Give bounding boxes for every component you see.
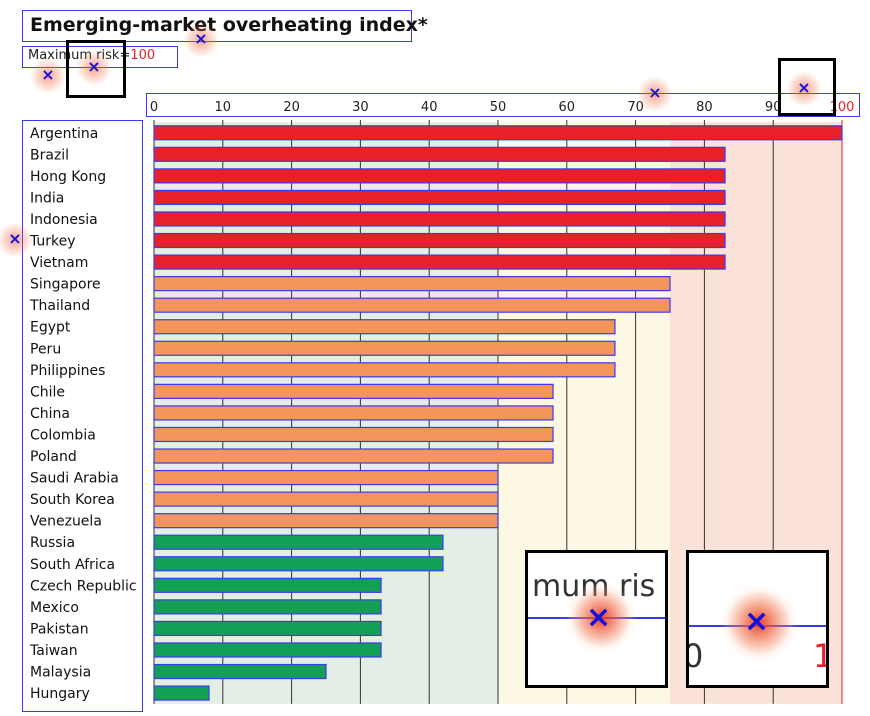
- category-label: Brazil: [30, 147, 69, 163]
- bar-china: [153, 405, 554, 421]
- subtitle-max-value: 100: [130, 48, 156, 63]
- bar-peru: [153, 340, 616, 356]
- bar-malaysia: [153, 663, 327, 680]
- inset-right-text: 0: [689, 637, 703, 675]
- x-tick-label: 50: [490, 100, 507, 115]
- x-axis-annotation-box: [146, 93, 860, 117]
- bar-vietnam: [153, 254, 726, 270]
- category-label: Poland: [30, 449, 77, 465]
- bar-turkey: [153, 232, 726, 249]
- chart-title: Emerging-market overheating index*: [30, 14, 428, 36]
- bar-thailand: [153, 297, 671, 313]
- bar-hungary: [153, 685, 210, 701]
- x-tick-label: 10: [215, 100, 232, 115]
- category-label: Turkey: [29, 234, 76, 250]
- click-marker: [183, 22, 219, 58]
- bar-pakistan: [153, 620, 382, 637]
- bar-venezuela: [153, 513, 499, 529]
- bar-singapore: [153, 276, 671, 292]
- category-label: Egypt: [30, 320, 71, 336]
- bar-brazil: [153, 146, 726, 162]
- bar-poland: [153, 448, 554, 464]
- click-marker: [786, 71, 822, 107]
- category-label: Czech Republic: [30, 578, 137, 594]
- category-label: Philippines: [30, 363, 105, 379]
- category-label: Pakistan: [30, 621, 89, 637]
- category-label: Hungary: [30, 686, 90, 702]
- bar-colombia: [153, 426, 554, 443]
- category-label: Peru: [30, 341, 61, 357]
- bar-taiwan: [153, 642, 382, 658]
- x-tick-label: 80: [696, 100, 713, 115]
- zoom-inset-right: 0 1 ×: [686, 550, 829, 688]
- bar-indonesia: [153, 211, 726, 227]
- x-tick-label: 40: [421, 100, 438, 115]
- bar-mexico: [153, 599, 382, 615]
- bar-philippines: [153, 362, 616, 378]
- bar-egypt: [153, 319, 616, 335]
- zoom-inset-left: mum ris ×: [525, 550, 668, 688]
- x-tick-label: 0: [150, 100, 158, 115]
- bar-czech-republic: [153, 577, 382, 593]
- category-label: Mexico: [30, 600, 79, 616]
- category-label: Thailand: [29, 298, 90, 314]
- x-tick-label: 20: [283, 100, 300, 115]
- category-label: Taiwan: [29, 643, 78, 659]
- bar-hong-kong: [153, 168, 726, 184]
- click-marker: [30, 58, 66, 94]
- category-label: South Korea: [30, 492, 115, 508]
- category-label: Argentina: [30, 126, 98, 142]
- category-label: Colombia: [30, 427, 96, 443]
- category-label: Saudi Arabia: [30, 471, 119, 487]
- category-label: Indonesia: [30, 212, 98, 228]
- category-label: Singapore: [30, 277, 101, 293]
- inset-left-glow: [566, 583, 636, 653]
- bar-chile: [153, 383, 554, 399]
- inset-left-cross-icon: ×: [586, 600, 612, 635]
- zoom-region-box: [66, 40, 126, 98]
- category-label: Hong Kong: [30, 169, 106, 185]
- inset-right-glow: [721, 585, 797, 661]
- category-label: Chile: [30, 384, 65, 400]
- category-label: South Africa: [30, 557, 115, 573]
- category-label: India: [30, 190, 64, 206]
- bar-south-korea: [153, 491, 499, 507]
- inset-right-text-red: 1: [813, 637, 826, 675]
- bar-saudi-arabia: [153, 469, 499, 486]
- bar-south-africa: [153, 556, 444, 572]
- category-label: Vietnam: [30, 255, 88, 271]
- click-marker: [637, 76, 673, 112]
- category-labels-annotation-box: [22, 120, 143, 712]
- inset-right-cross-icon: ×: [744, 604, 770, 639]
- bar-argentina: [153, 125, 843, 141]
- category-label: Venezuela: [30, 514, 102, 530]
- click-marker: [0, 222, 33, 258]
- bar-india: [153, 189, 726, 206]
- x-tick-label: 90: [765, 100, 782, 115]
- click-marker: [76, 50, 112, 86]
- bar-russia: [153, 534, 444, 550]
- zoom-region-box: [778, 58, 836, 116]
- category-label: Malaysia: [30, 665, 91, 681]
- category-label: China: [30, 406, 70, 422]
- x-tick-label: 60: [559, 100, 576, 115]
- category-label: Russia: [30, 535, 75, 551]
- x-tick-label: 30: [352, 100, 369, 115]
